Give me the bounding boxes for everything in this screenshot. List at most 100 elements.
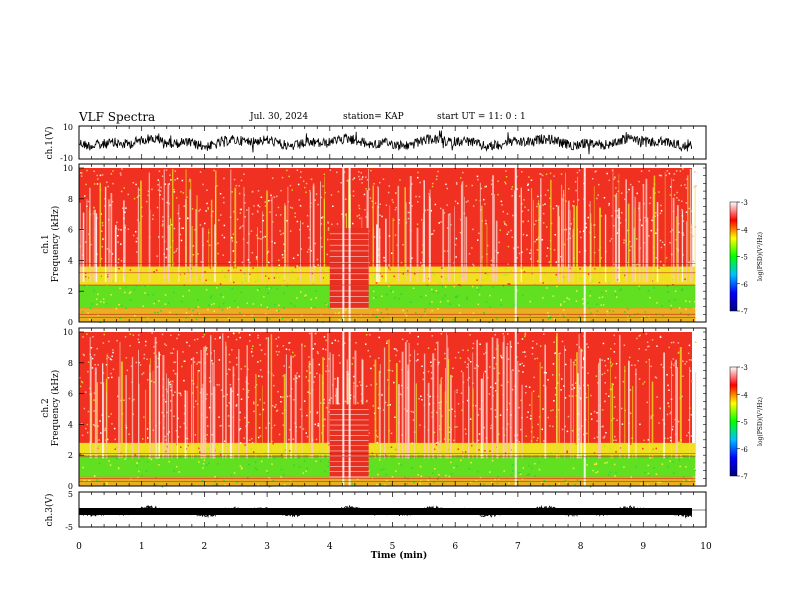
spectrogram-pixel bbox=[244, 216, 246, 218]
spectrogram-pixel bbox=[217, 252, 219, 255]
spectrogram-pixel bbox=[79, 385, 82, 388]
spectrogram-pixel bbox=[97, 293, 99, 296]
spectrogram-pixel bbox=[156, 255, 158, 257]
spectrogram-pixel bbox=[641, 317, 643, 319]
spectrogram-pixel bbox=[529, 418, 532, 420]
spectrogram-pixel bbox=[259, 344, 261, 346]
spectrogram-pixel bbox=[401, 338, 404, 341]
spectrogram-pixel bbox=[452, 319, 454, 321]
spectrogram-streak bbox=[611, 382, 614, 459]
spectrogram-pixel bbox=[651, 219, 653, 222]
spectrogram-pixel bbox=[281, 176, 284, 179]
spectrogram-pixel bbox=[169, 383, 171, 386]
spectrogram-pixel bbox=[537, 260, 539, 262]
spectrogram-pixel bbox=[693, 186, 696, 188]
spectrogram-pixel bbox=[220, 389, 223, 391]
spectrogram-pixel bbox=[621, 423, 624, 425]
spectrogram-pixel bbox=[603, 372, 606, 375]
spectrogram-pixel bbox=[306, 414, 308, 417]
spectrogram-pixel bbox=[108, 340, 110, 343]
spectrogram-pixel bbox=[541, 174, 544, 177]
spectrogram-pixel bbox=[483, 198, 485, 201]
spectrogram-pixel bbox=[109, 358, 112, 360]
spectrogram-pixel bbox=[337, 190, 340, 193]
spectrogram-pixel bbox=[454, 356, 457, 359]
spectrogram-pixel bbox=[271, 177, 274, 179]
ch3-ytick-bottom: -5 bbox=[65, 523, 73, 532]
spectrogram-pixel bbox=[615, 187, 617, 189]
spectrogram-pixel bbox=[613, 463, 616, 466]
spectrogram-pixel bbox=[679, 483, 681, 485]
spectrogram-pixel bbox=[381, 295, 383, 297]
spectrogram-pixel bbox=[256, 210, 259, 212]
start-time-label: start UT = 11: 0 : 1 bbox=[437, 112, 526, 122]
spectrogram-pixel bbox=[161, 198, 164, 200]
spectrogram-pixel bbox=[183, 360, 186, 362]
spectrogram-pixel bbox=[153, 381, 155, 384]
spectrogram-pixel bbox=[216, 286, 218, 289]
spectrogram-pixel bbox=[496, 318, 498, 320]
spectrogram-pixel bbox=[509, 283, 511, 285]
spectrogram-pixel bbox=[196, 363, 198, 365]
spectrogram-pixel bbox=[106, 438, 109, 441]
spectrogram-pixel bbox=[170, 352, 172, 354]
spectrogram-pixel bbox=[106, 481, 108, 484]
spectrogram-pixel bbox=[321, 217, 323, 219]
spectrogram-pixel bbox=[223, 224, 226, 227]
spectrogram-streak bbox=[234, 187, 237, 282]
spectrogram-pixel bbox=[645, 361, 648, 363]
spectrogram-streak bbox=[681, 210, 684, 282]
colorbar-gradient bbox=[729, 201, 738, 312]
spectrogram-streak bbox=[79, 202, 81, 282]
spectrogram-pixel bbox=[561, 340, 564, 343]
spectrogram-pixel bbox=[240, 368, 243, 370]
spectrogram-pixel bbox=[180, 446, 182, 448]
spectrogram-streak bbox=[427, 382, 430, 459]
spectrogram-pixel bbox=[467, 363, 469, 366]
spectrogram-pixel bbox=[680, 312, 682, 314]
spectrogram-streak bbox=[575, 205, 578, 282]
spectrogram-pixel bbox=[659, 335, 662, 338]
spectrogram-streak bbox=[232, 366, 235, 459]
spectrogram-pixel bbox=[309, 190, 311, 192]
spectrogram-pixel bbox=[465, 185, 468, 187]
spectrogram-pixel bbox=[330, 397, 332, 399]
spectrogram-pixel bbox=[424, 310, 426, 313]
spectrogram-pixel bbox=[638, 285, 640, 287]
spectrogram-pixel bbox=[327, 229, 330, 231]
spectrogram-pixel bbox=[116, 446, 118, 449]
spectrogram-pixel bbox=[608, 202, 610, 205]
spectrogram-pixel bbox=[672, 425, 674, 428]
spectrogram-pixel bbox=[202, 336, 204, 338]
spectrogram-pixel bbox=[457, 202, 459, 205]
spectrogram-pixel bbox=[305, 376, 307, 378]
spectrogram-pixel bbox=[545, 173, 548, 175]
spectrogram-pixel bbox=[649, 296, 651, 299]
spectrogram-pixel bbox=[191, 314, 193, 317]
spectrogram-pixel bbox=[228, 368, 230, 370]
spectrogram-pixel bbox=[289, 230, 292, 232]
spectrogram-pixel bbox=[291, 270, 293, 272]
spectrogram-pixel bbox=[250, 448, 253, 450]
spectrogram-pixel bbox=[534, 462, 536, 465]
spectrogram-pixel bbox=[472, 342, 475, 345]
spectrogram-pixel bbox=[650, 229, 653, 232]
spectrogram-pixel bbox=[207, 278, 210, 280]
spectrogram-pixel bbox=[402, 273, 404, 275]
spectrogram-pixel bbox=[660, 450, 662, 453]
spectrogram-pixel bbox=[667, 437, 669, 440]
spectrogram-pixel bbox=[183, 412, 186, 415]
spectrogram-pixel bbox=[274, 303, 276, 306]
spectrogram-pixel bbox=[232, 250, 235, 252]
spectrogram-streak bbox=[148, 172, 150, 282]
spectrogram-pixel bbox=[243, 314, 245, 316]
spectrogram-pixel bbox=[430, 361, 432, 363]
spectrogram-pixel bbox=[614, 475, 616, 477]
spectrogram-pixel bbox=[406, 410, 408, 412]
spectrogram-pixel bbox=[647, 472, 650, 475]
spectrogram-pixel bbox=[587, 372, 589, 374]
freq-tick-label: 4 bbox=[68, 420, 73, 429]
spectrogram-pixel bbox=[235, 184, 237, 187]
spectrogram-streak bbox=[398, 384, 400, 459]
spectrogram-streak bbox=[653, 175, 656, 282]
